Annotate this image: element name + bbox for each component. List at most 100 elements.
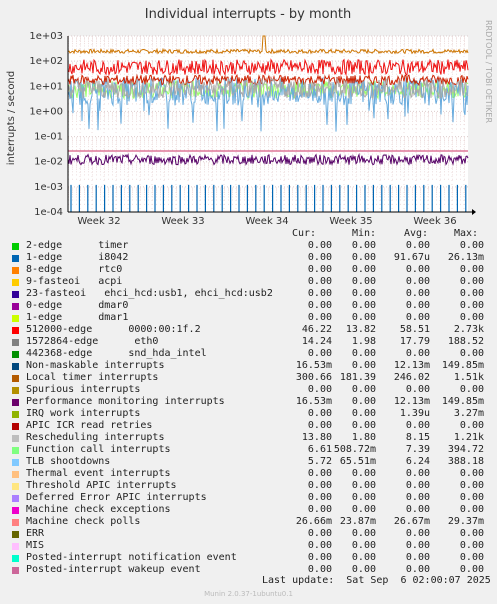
legend-min: 0.00: [351, 288, 376, 299]
legend-cur: 0.00: [307, 420, 332, 431]
legend-row: Performance monitoring interrupts 16.53m 0…: [8, 396, 493, 408]
y-tick-labels: 1e+03 1e+02 1e+01 1e+00 1e-01 1e-02 1e-03 1e-04: [29, 31, 63, 218]
legend-min: 0.00: [351, 564, 376, 575]
legend-swatch: [12, 531, 19, 538]
legend-swatch: [12, 435, 19, 442]
legend-min: 0.00: [351, 264, 376, 275]
legend-label: Machine check polls: [26, 516, 141, 527]
legend-label: MIS: [26, 540, 45, 551]
legend-min: 13.82: [345, 324, 376, 335]
legend-cur: 0.00: [307, 300, 332, 311]
series-lines: [67, 35, 469, 212]
legend-avg: 0.00: [405, 492, 430, 503]
legend-swatch: [12, 315, 19, 322]
legend-max: 188.52: [447, 336, 484, 347]
legend-cur: 0.00: [307, 504, 332, 515]
legend-min: 0.00: [351, 360, 376, 371]
x-tick-label: Week 33: [161, 216, 204, 227]
legend-cur: 6.61: [307, 444, 332, 455]
y-tick-label: 1e-03: [34, 182, 63, 193]
legend-row: 1572864-edge eth0 14.24 1.98 17.79 188.52: [8, 336, 493, 348]
legend-row: ERR 0.00 0.00 0.00 0.00: [8, 528, 493, 540]
legend-avg: 7.39: [405, 444, 430, 455]
y-tick-label: 1e-04: [34, 207, 63, 218]
legend-row: Posted-interrupt notification event 0.00 0…: [8, 552, 493, 564]
legend-avg: 0.00: [405, 528, 430, 539]
legend-cur: 0.00: [307, 288, 332, 299]
legend-row: Posted-interrupt wakeup event 0.00 0.00 0.0…: [8, 564, 493, 576]
legend-swatch: [12, 447, 19, 454]
legend-label: Local timer interrupts: [26, 372, 159, 383]
legend-cur: 0.00: [307, 552, 332, 563]
legend-label: IRQ work interrupts: [26, 408, 141, 419]
x-tick-label: Week 32: [77, 216, 120, 227]
legend-label: Machine check exceptions: [26, 504, 171, 515]
legend-avg: 26.67m: [393, 516, 430, 527]
legend-label: Posted-interrupt wakeup event: [26, 564, 201, 575]
legend-cur: 0.00: [307, 540, 332, 551]
legend-avg: 0.00: [405, 312, 430, 323]
legend-row: 23-fasteoi ehci_hcd:usb1, ehci_hcd:usb2 0…: [8, 288, 493, 300]
legend-max: 0.00: [459, 528, 484, 539]
legend-swatch: [12, 495, 19, 502]
legend-row: Machine check polls 26.66m 23.87m 26.67m 29.…: [8, 516, 493, 528]
legend-max: 0.00: [459, 420, 484, 431]
legend-min: 0.00: [351, 384, 376, 395]
x-tick-label: Week 35: [329, 216, 372, 227]
y-tick-label: 1e-01: [34, 132, 63, 143]
legend-row: 1-edge dmar1 0.00 0.00 0.00 0.00: [8, 312, 493, 324]
legend-avg: 0.00: [405, 288, 430, 299]
x-tick-label: Week 36: [413, 216, 456, 227]
legend-min: 0.00: [351, 300, 376, 311]
legend-row: APIC ICR read retries 0.00 0.00 0.00 0.00: [8, 420, 493, 432]
legend-avg: 91.67u: [393, 252, 430, 263]
legend-swatch: [12, 387, 19, 394]
legend-avg: 0.00: [405, 468, 430, 479]
legend-avg: 6.24: [405, 456, 430, 467]
legend-avg: 0.00: [405, 276, 430, 287]
legend-cur: 5.72: [307, 456, 332, 467]
legend-cur: 0.00: [307, 240, 332, 251]
legend-row: 1-edge i8042 0.00 0.00 91.67u 26.13m: [8, 252, 493, 264]
legend-min: 0.00: [351, 420, 376, 431]
legend-min: 65.51m: [339, 456, 376, 467]
legend-swatch: [12, 279, 19, 286]
legend-swatch: [12, 507, 19, 514]
legend-avg: 1.39u: [399, 408, 430, 419]
legend-swatch: [12, 351, 19, 358]
legend-row: Deferred Error APIC interrupts 0.00 0.00 0.…: [8, 492, 493, 504]
legend-cur: 0.00: [307, 252, 332, 263]
legend-min: 1.98: [351, 336, 376, 347]
legend-max: 0.00: [459, 384, 484, 395]
legend-cur: 0.00: [307, 384, 332, 395]
legend-swatch: [12, 459, 19, 466]
legend-max: 0.00: [459, 264, 484, 275]
legend-label: APIC ICR read retries: [26, 420, 153, 431]
legend-max: 3.27m: [453, 408, 484, 419]
legend-row: 512000-edge 0000:00:1f.2 46.22 13.82 58.51 2…: [8, 324, 493, 336]
legend-cur: 0.00: [307, 480, 332, 491]
x-axis-arrow-icon: [472, 209, 476, 215]
legend-min: 0.00: [351, 252, 376, 263]
legend-label: Non-maskable interrupts: [26, 360, 165, 371]
legend-label: 0-edge dmar0: [26, 300, 129, 311]
legend-label: ERR: [26, 528, 45, 539]
legend-row: 2-edge timer 0.00 0.00 0.00 0.00: [8, 240, 493, 252]
legend-row: 0-edge dmar0 0.00 0.00 0.00 0.00: [8, 300, 493, 312]
legend-label: 512000-edge 0000:00:1f.2: [26, 324, 201, 335]
legend-min: 0.00: [351, 504, 376, 515]
series-line: [67, 58, 469, 77]
legend-min: 0.00: [351, 468, 376, 479]
legend-label: 2-edge timer: [26, 240, 129, 251]
legend-max: 0.00: [459, 564, 484, 575]
legend-max: 0.00: [459, 504, 484, 515]
legend-cur: 0.00: [307, 492, 332, 503]
legend-min: 0.00: [351, 348, 376, 359]
legend-cur: 14.24: [301, 336, 332, 347]
legend-max: 0.00: [459, 540, 484, 551]
legend-cur: 0.00: [307, 348, 332, 359]
legend-row: 442368-edge snd_hda_intel 0.00 0.00 0.00 0.0…: [8, 348, 493, 360]
legend-min: 0.00: [351, 540, 376, 551]
legend-max: 0.00: [459, 312, 484, 323]
legend-swatch: [12, 519, 19, 526]
